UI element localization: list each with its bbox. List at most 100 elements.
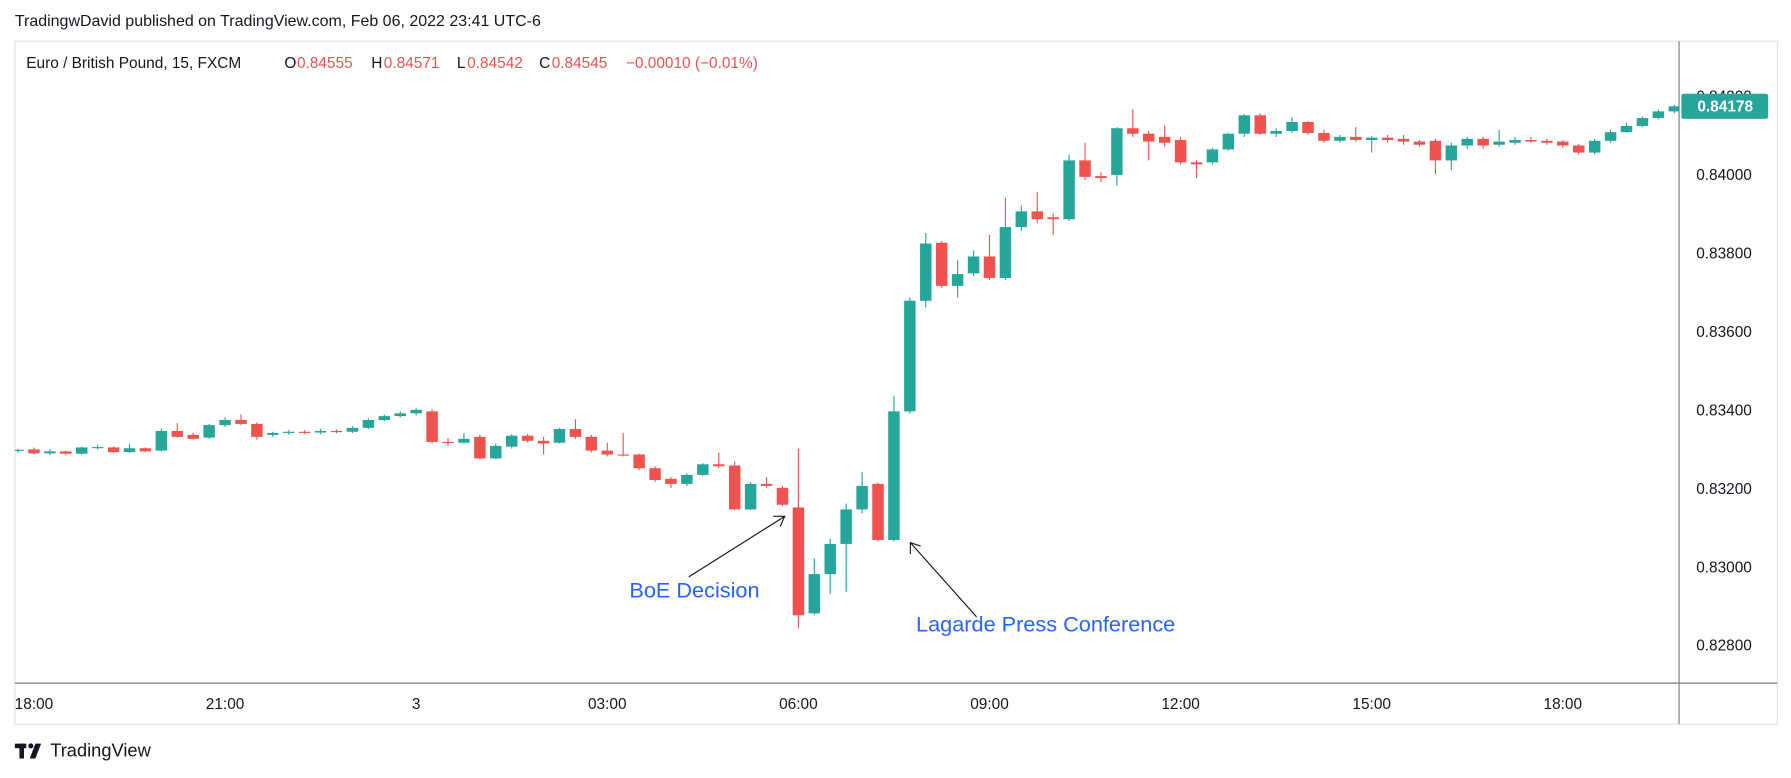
candle-body xyxy=(1652,111,1665,119)
candle-body xyxy=(951,274,964,286)
candle-body xyxy=(1238,115,1251,134)
candle-body xyxy=(840,509,852,544)
legend-label: H xyxy=(371,55,382,72)
candle-body xyxy=(1604,132,1617,141)
candle-body xyxy=(744,483,757,510)
candle-body xyxy=(1397,138,1410,142)
y-tick-label: 0.82800 xyxy=(1696,638,1752,655)
arrow-head xyxy=(909,541,921,555)
candle-body xyxy=(1572,145,1585,153)
candle-body xyxy=(1063,160,1075,220)
last-price-box xyxy=(1681,93,1769,119)
candle-body xyxy=(1174,140,1187,163)
candle-body xyxy=(569,429,582,437)
candle-body xyxy=(1525,140,1537,142)
annotation-arrow xyxy=(909,542,978,618)
candle-body xyxy=(872,483,884,540)
candle-body xyxy=(760,483,773,486)
candle-body xyxy=(1047,217,1059,220)
candle-body xyxy=(60,451,72,454)
candle-body xyxy=(1222,133,1235,150)
y-tick-label: 0.83800 xyxy=(1696,246,1752,263)
candle-body xyxy=(1636,118,1649,126)
candle-body xyxy=(474,436,486,459)
candle-body xyxy=(537,440,550,444)
x-tick-label: 3 xyxy=(412,696,421,713)
x-tick-label: 12:00 xyxy=(1161,696,1200,713)
candle-body xyxy=(14,449,24,451)
candle-body xyxy=(888,411,900,540)
candle-body xyxy=(1158,136,1171,143)
candle-body xyxy=(1334,136,1346,141)
candle-body xyxy=(1254,115,1266,134)
candle-body xyxy=(139,448,152,452)
candle-body xyxy=(505,435,518,447)
candle-body xyxy=(1190,162,1203,165)
candle-body xyxy=(935,242,948,286)
y-tick-label: 0.83600 xyxy=(1696,324,1752,341)
candle-body xyxy=(792,507,805,616)
legend-change: −0.00010 (−0.01%) xyxy=(626,55,758,72)
candle-body xyxy=(967,256,980,274)
y-tick-label: 0.83000 xyxy=(1696,559,1752,576)
candle-body xyxy=(1365,137,1378,141)
legend-value: 0.84545 xyxy=(552,55,608,72)
candle-body xyxy=(1493,141,1505,145)
brand-logo xyxy=(14,743,42,759)
candle-body xyxy=(521,435,534,441)
candle-body xyxy=(856,485,868,510)
candle-body xyxy=(346,427,359,432)
candle-body xyxy=(203,425,215,438)
candle-body xyxy=(1286,121,1298,131)
candle-body xyxy=(1127,128,1139,134)
candle-body xyxy=(1270,130,1282,134)
candle-body xyxy=(1413,141,1426,145)
legend-label: C xyxy=(539,55,550,72)
candle-body xyxy=(155,430,168,451)
candles xyxy=(14,104,1680,629)
candle-body xyxy=(983,256,996,279)
candle-body xyxy=(1557,141,1569,146)
x-tick-label: 06:00 xyxy=(779,696,818,713)
candle-body xyxy=(219,419,231,426)
candle-body xyxy=(298,431,311,433)
candle-body xyxy=(28,449,40,454)
legend-value: 0.84571 xyxy=(384,55,440,72)
candle-body xyxy=(1111,128,1123,175)
candle-body xyxy=(824,543,836,575)
candle-body xyxy=(171,430,184,437)
annotation-arrow xyxy=(688,515,786,578)
candle-body xyxy=(44,451,56,454)
candle-body xyxy=(585,436,598,451)
candle-body xyxy=(999,227,1012,279)
candle-body xyxy=(1668,106,1680,112)
candle-body xyxy=(808,574,821,614)
x-tick-label: 21:00 xyxy=(206,696,245,713)
candle-body xyxy=(394,413,406,417)
candle-body xyxy=(1429,140,1442,161)
x-tick-label: 15:00 xyxy=(1352,696,1391,713)
candle-body xyxy=(442,441,454,444)
candle-body xyxy=(490,445,502,459)
candle-body xyxy=(1318,132,1330,141)
candle-body xyxy=(410,409,422,414)
candle-body xyxy=(920,243,932,301)
annotation: Lagarde Press Conference xyxy=(916,612,1175,637)
candle-body xyxy=(1381,137,1394,141)
candle-body xyxy=(1461,138,1473,146)
candle-body xyxy=(601,450,614,455)
candle-body xyxy=(187,434,199,439)
candle-body xyxy=(728,465,741,510)
candle-body xyxy=(681,474,693,484)
candle-body xyxy=(251,423,263,437)
candle-body xyxy=(1445,145,1458,161)
annotation: BoE Decision xyxy=(629,577,759,602)
symbol-title: Euro / British Pound, 15, FXCM xyxy=(26,55,241,72)
legend-label: O xyxy=(284,55,296,72)
candle-body xyxy=(617,454,629,456)
candle-body xyxy=(1620,125,1633,133)
candle-body xyxy=(649,468,661,480)
arrow-head xyxy=(773,515,786,527)
candle-body xyxy=(553,429,566,443)
